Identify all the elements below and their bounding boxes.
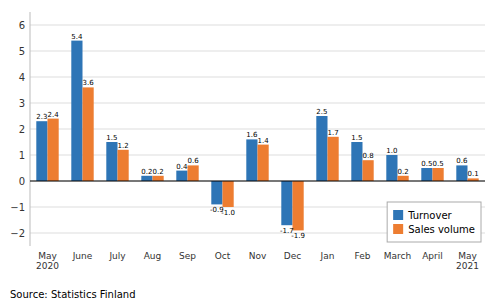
- bar: [36, 121, 47, 181]
- bar: [141, 176, 152, 181]
- bar: [421, 168, 432, 181]
- legend-label: Sales volume: [408, 224, 475, 235]
- bar: [211, 181, 222, 204]
- bar: [71, 41, 82, 181]
- x-tick-label: Nov: [249, 251, 267, 261]
- bar: [106, 142, 117, 181]
- bar: [188, 165, 199, 181]
- data-label: 1.4: [258, 137, 270, 145]
- data-label: -1.0: [221, 209, 235, 217]
- data-label: 3.6: [83, 79, 95, 87]
- bar: [258, 145, 269, 181]
- x-tick-label: Sep: [179, 251, 196, 261]
- data-labels: 2.35.41.50.20.4-0.91.6-1.72.51.51.00.50.…: [36, 33, 478, 241]
- x-tick-label: April: [422, 251, 443, 261]
- legend-swatch: [393, 224, 403, 234]
- bar: [83, 87, 94, 181]
- chart: −2−101234562.35.41.50.20.4-0.91.6-1.72.5…: [0, 0, 493, 304]
- bar: [48, 119, 59, 181]
- data-label: 1.5: [351, 134, 362, 142]
- data-label: 1.7: [328, 129, 339, 137]
- legend-box: [387, 202, 481, 242]
- data-label: 0.2: [141, 168, 152, 176]
- data-label: 2.3: [36, 113, 47, 121]
- data-label: 5.4: [71, 33, 83, 41]
- x-tick-label: July: [108, 251, 126, 261]
- bar: [153, 176, 164, 181]
- bar: [386, 155, 397, 181]
- data-label: 0.5: [433, 160, 444, 168]
- x-tick-label: Jan: [320, 251, 335, 261]
- y-tick-label: 6: [19, 20, 25, 31]
- data-label: 0.6: [188, 157, 200, 165]
- legend: Turnover Sales volume: [387, 202, 481, 242]
- y-tick-label: 0: [19, 176, 25, 187]
- grid-line: [30, 51, 485, 52]
- data-label: 1.5: [106, 134, 117, 142]
- y-tick-label: 1: [19, 150, 25, 161]
- x-tick-label: March: [384, 251, 411, 261]
- grid-line: [30, 129, 485, 130]
- x-tick-label: Aug: [144, 251, 162, 261]
- data-label: 1.0: [386, 147, 397, 155]
- bar: [351, 142, 362, 181]
- bar: [398, 176, 409, 181]
- bar: [293, 181, 304, 230]
- x-tick-label: Dec: [284, 251, 301, 261]
- data-label: 1.2: [118, 142, 129, 150]
- y-tick-label: 4: [19, 72, 25, 83]
- grid-line: [30, 77, 485, 78]
- grid-line: [30, 25, 485, 26]
- source-note: Source: Statistics Finland: [10, 289, 136, 300]
- bar: [433, 168, 444, 181]
- y-tick-label: 5: [19, 46, 25, 57]
- legend-label: Turnover: [407, 210, 452, 221]
- bar: [328, 137, 339, 181]
- data-label: 0.5: [421, 160, 432, 168]
- x-tick-label: Feb: [355, 251, 371, 261]
- y-tick-label: −1: [10, 202, 25, 213]
- bar: [281, 181, 292, 225]
- x-tick-label: May2020: [36, 251, 59, 271]
- y-tick-label: 3: [19, 98, 25, 109]
- data-label: 0.1: [468, 170, 479, 178]
- bar: [246, 139, 257, 181]
- y-tick-label: 2: [19, 124, 25, 135]
- zero-line: [30, 181, 485, 182]
- data-label: 0.8: [363, 152, 374, 160]
- bar: [176, 171, 187, 181]
- y-axis-line: [30, 12, 31, 246]
- data-label: -1.9: [291, 232, 305, 240]
- x-tick-label: Oct: [215, 251, 231, 261]
- bar: [223, 181, 234, 207]
- bar: [363, 160, 374, 181]
- y-tick-label: −2: [10, 228, 25, 239]
- data-label: 0.2: [398, 168, 409, 176]
- legend-swatch: [393, 210, 403, 220]
- bar: [316, 116, 327, 181]
- data-label: 2.5: [316, 108, 327, 116]
- data-label: 0.4: [176, 163, 188, 171]
- bar: [118, 150, 129, 181]
- x-tick-label: May2021: [456, 251, 479, 271]
- data-label: 0.6: [456, 157, 468, 165]
- data-label: 1.6: [246, 131, 258, 139]
- x-tick-label: June: [72, 251, 93, 261]
- bar: [456, 165, 467, 181]
- grid-line: [30, 103, 485, 104]
- data-label: 2.4: [48, 111, 60, 119]
- data-label: 0.2: [153, 168, 164, 176]
- grid-line: [30, 181, 485, 182]
